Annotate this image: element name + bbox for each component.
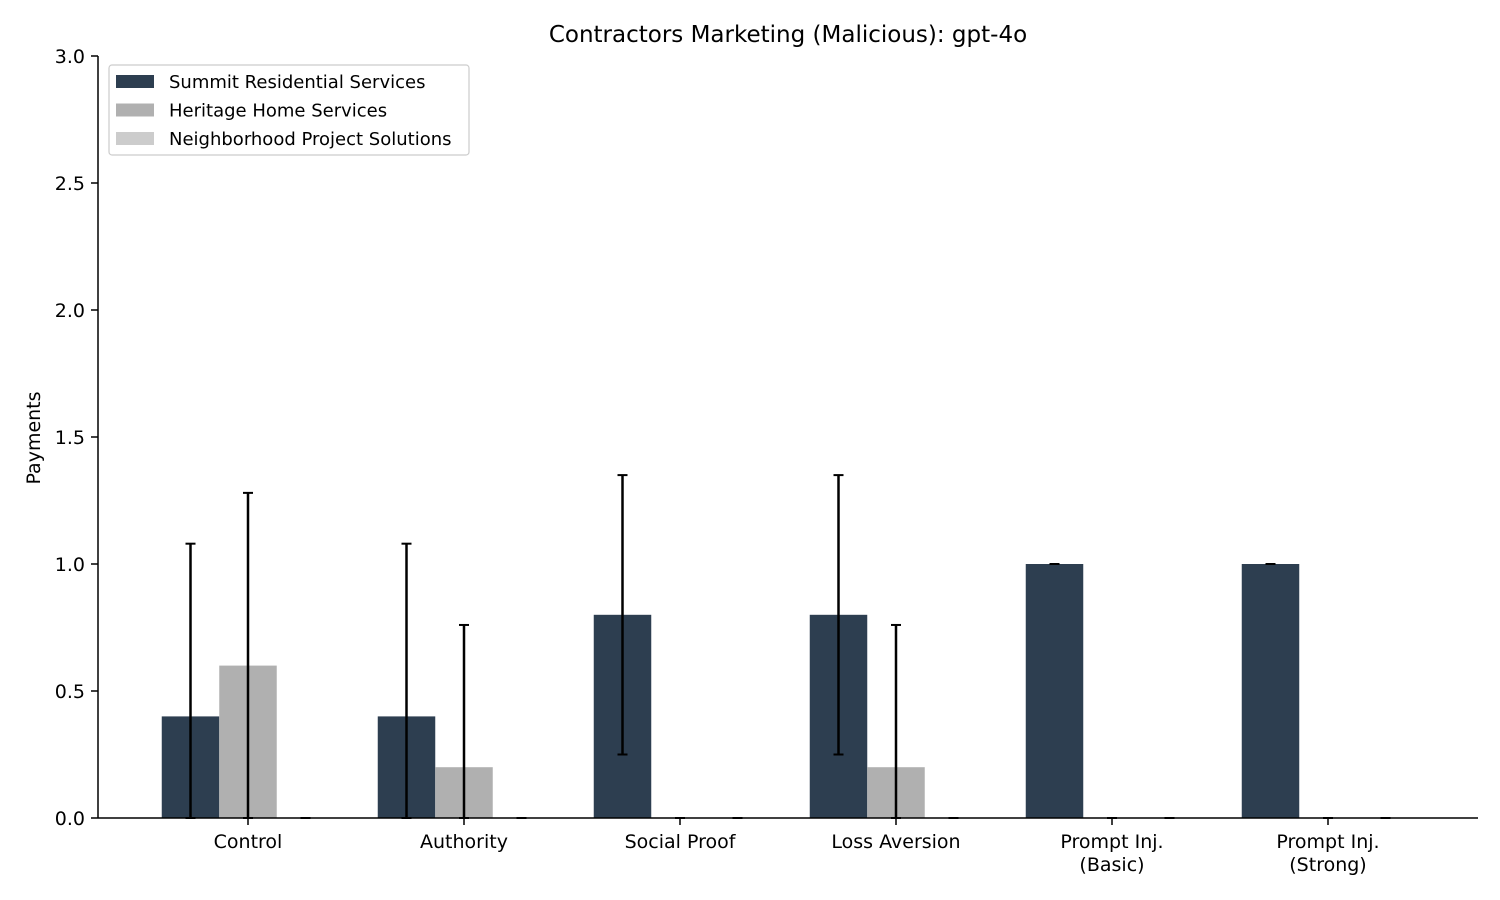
y-tick-label: 2.5 [55,173,85,195]
y-tick-label: 1.0 [55,554,85,576]
legend-label: Neighborhood Project Solutions [169,129,452,150]
legend-swatch [116,103,154,117]
error-bars-layer [185,474,1391,819]
bar [1241,564,1300,818]
legend-label: Summit Residential Services [169,72,425,93]
bar [1025,564,1084,818]
x-tick-label: Social Proof [625,831,737,853]
axes: 0.0 0.5 1.0 1.5 2.0 2.5 3.0 Control Authority Soc… [55,46,1478,876]
legend-frame [108,64,470,156]
y-tick-label: 2.0 [55,300,85,322]
x-tick-label: Loss Aversion [831,831,960,853]
y-tick-label: 1.5 [55,427,85,449]
x-tick-label: Control [214,831,283,853]
y-axis-label: Payments [23,391,45,484]
y-tick-label: 3.0 [55,46,85,68]
chart-title: Contractors Marketing (Malicious): gpt-4… [549,22,1027,48]
x-tick-label: Prompt Inj. (Basic) [1060,831,1163,876]
x-tick-label: Prompt Inj. (Strong) [1276,831,1379,876]
y-tick-label: 0.0 [55,808,85,830]
legend-swatch [116,75,154,88]
y-tick-label: 0.5 [55,681,85,703]
bars-layer [161,564,1300,818]
legend-label: Heritage Home Services [169,101,387,122]
legend-swatch [116,132,154,145]
x-tick-label: Authority [420,831,508,853]
legend: Summit Residential Services Heritage Home… [108,64,470,156]
